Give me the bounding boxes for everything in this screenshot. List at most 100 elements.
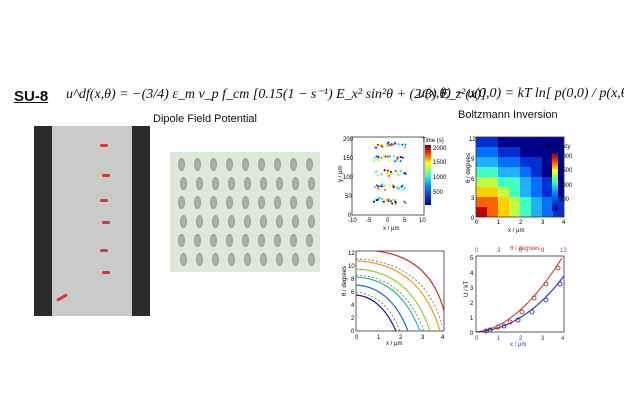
pillar [290,196,297,209]
heatmap-cell [476,197,487,207]
pillar [244,177,251,190]
pillar [226,158,233,171]
trapped-particle [102,271,110,274]
trajectory-point [401,156,404,159]
pillar [308,177,315,190]
pillar [210,234,217,247]
pillar [242,234,249,247]
pillar [292,215,299,228]
trajectory-point [391,183,394,186]
trajectory-point [377,159,380,162]
heatmap-cell [553,187,564,197]
trajectory-point [394,201,397,204]
boltzmann-caption: Boltzmann Inversion [458,109,558,121]
x-tick: 1 [497,220,501,226]
trajectory-point [381,200,384,203]
top-x-tick: 0 [475,248,479,254]
x-axis-label: x / μm [508,228,525,234]
y-tick: 200 [343,137,354,143]
heatmap-cell [487,197,498,207]
trajectory-point [380,197,383,200]
heatmap-cell [553,157,564,167]
trajectory-point [404,202,407,205]
trajectory-point [390,172,393,175]
heatmap-cell [509,157,520,167]
pillar [306,234,313,247]
x-axis-label: x / μm [386,341,403,347]
pillar [258,234,265,247]
trajectory-point [403,172,406,175]
x-tick: 2 [519,336,523,342]
colorbar-tick: 2000 [433,146,447,152]
trajectory-point [381,171,383,174]
trajectory-point [381,185,384,188]
trajectory-point [373,159,376,162]
trajectory-point [389,170,392,173]
trapped-particle [100,144,108,147]
heatmap-cell [520,147,531,157]
y-tick: 0 [471,216,475,222]
energy-profile-plot: 0 3 6 9 12 5 4 3 2 1 0 0 1 2 3 4 U / kT [464,248,567,342]
x-tick: 3 [421,335,425,341]
pillar [292,253,299,266]
trajectory-point [399,156,402,158]
pillar [212,253,219,266]
y-tick: 150 [343,156,354,162]
colorbar-title: Frequency [542,144,570,150]
trajectory-point [391,202,394,205]
colorbar-tick: 1500 [433,160,447,166]
y-tick: 100 [343,175,354,181]
colorbar [425,145,431,205]
trajectory-point [396,171,399,174]
heatmap-cell [498,137,509,147]
top-x-tick: 9 [541,248,545,254]
pillar [274,158,281,171]
x-tick: 10 [419,218,426,224]
x-tick: -5 [366,218,372,224]
trajectory-point [373,186,376,189]
trajectory-scatter-plot: 200 150 100 50 0 -10 -5 0 5 10 y / μm Ti… [338,136,447,224]
trajectory-point [394,202,397,205]
y-tick: 2 [470,301,474,307]
y-tick: 12 [469,137,476,143]
x-tick: 3 [541,336,545,342]
trajectory-point [378,188,381,191]
trajectory-point [377,156,380,158]
pillar [276,177,283,190]
trajectory-point [403,186,406,189]
trajectory-point [380,183,383,186]
trajectory-point [375,170,378,172]
trajectory-point [384,188,387,191]
heatmap-cell [487,207,498,217]
y-tick: 4 [351,303,355,309]
pillar [228,253,235,266]
y-tick: 0 [470,331,474,337]
dipole-caption: Dipole Field Potential [153,113,257,125]
trajectory-point [384,184,386,187]
trajectory-point [396,186,399,189]
pillar [212,215,219,228]
heatmap-cell [520,207,531,217]
y-tick: 1 [470,316,474,322]
heatmap-cell [520,137,531,147]
trajectory-point [373,200,376,203]
trajectory-point [401,143,404,146]
heatmap-cell [509,137,520,147]
pillar [194,196,201,209]
trajectory-point [399,170,402,173]
trajectory-point [387,141,390,144]
heatmap-cell [531,137,542,147]
y-tick: 0 [351,329,355,335]
heatmap-cell [498,177,509,187]
y-axis-label: θ / degrees [342,266,348,296]
heatmap-cell [509,167,520,177]
heatmap-cell [531,157,542,167]
x-tick: 0 [475,336,479,342]
trajectory-point [388,143,391,146]
pillar [290,158,297,171]
trajectory-point [382,198,385,201]
trajectory-point [385,170,388,173]
channel-floor [52,126,132,316]
trajectory-point [375,155,378,158]
x-tick: 4 [562,220,566,226]
